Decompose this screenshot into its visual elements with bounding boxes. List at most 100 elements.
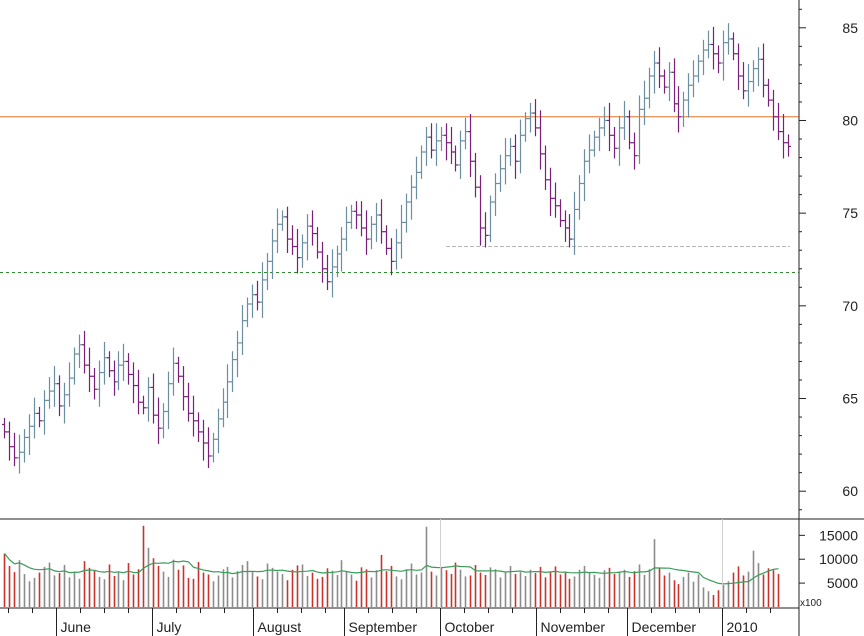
ohlc-bar [483,212,488,248]
ohlc-bar [394,228,399,270]
ohlc-bar [424,126,429,166]
ohlc-bar [553,182,558,218]
ohlc-bar [320,241,325,283]
ohlc-bar [691,60,696,98]
ohlc-bar [523,112,528,142]
month-label: December [632,619,697,635]
ohlc-bar [57,375,62,417]
ohlc-bar [711,26,716,70]
ohlc-bar [453,145,458,172]
ohlc-bar [290,225,295,255]
ohlc-bar [533,99,538,137]
ohlc-bar [17,434,22,474]
ohlc-bar [642,80,647,126]
ohlc-bar [444,123,449,161]
ohlc-bar [384,225,389,255]
ohlc-bar [156,397,161,444]
ohlc-bar [389,238,394,276]
ohlc-bar [339,227,344,272]
ohlc-bar [488,195,493,242]
volume-tick-label: 5000 [827,575,858,591]
ohlc-bar [216,408,221,454]
ohlc-bar [52,366,57,407]
ohlc-bar [369,215,374,250]
ohlc-bar [567,214,572,248]
ohlc-bar [617,115,622,166]
volume-tick-label: 10000 [819,551,858,567]
ohlc-bar [637,95,642,165]
ohlc-bar [508,138,513,166]
price-tick-label: 75 [842,205,858,221]
ohlc-bar [498,154,503,192]
ohlc-bar [240,304,245,355]
ohlc-bar [776,102,781,140]
ohlc-bar [558,199,563,228]
ohlc-bar [414,156,419,200]
ohlc-bar [766,78,771,107]
ohlc-bar [493,173,498,216]
ohlc-bar [121,343,126,381]
ohlc-bar [186,382,191,422]
ohlc-bar [746,63,751,107]
ohlc-bar [587,134,592,174]
ohlc-bar [206,427,211,469]
ohlc-bar [364,210,369,255]
ohlc-bar [67,362,72,407]
ohlc-bar [82,330,87,374]
price-tick-label: 80 [842,112,858,128]
volume-average-line [4,553,779,585]
ohlc-bar [731,32,736,61]
ohlc-bar [538,110,543,170]
ohlc-bar [97,360,102,407]
ohlc-bar [300,234,305,268]
ohlc-bar [136,369,141,415]
ohlc-bar [478,175,483,246]
ohlc-bar [473,152,478,198]
ohlc-bar [12,432,17,467]
month-label: June [61,619,92,635]
ohlc-bar [632,132,637,170]
ohlc-bar [245,297,250,328]
month-label: October [445,619,495,635]
ohlc-bar [781,113,786,159]
price-tick-label: 65 [842,391,858,407]
volume-tick-label: 15000 [819,527,858,543]
labels: 60 65 70 75 80 85 5000 10000 15000 x100 June July Au… [61,20,859,635]
ohlc-bar [32,397,37,439]
ohlc-bar [265,253,270,291]
ohlc-bar [439,126,444,152]
ohlc-bar [235,330,240,378]
ohlc-bar [379,199,384,244]
ohlc-bar [330,249,335,298]
ohlc-bar [176,356,181,383]
ohlc-bar [736,43,741,90]
month-label: September [349,619,418,635]
ohlc-bar [468,113,473,178]
ohlc-bar [647,67,652,109]
ohlc-bar [572,191,577,255]
ohlc-bar [270,228,275,279]
ohlc-bar [22,429,27,463]
ohlc-bar [701,39,706,76]
ohlc-bar [528,102,533,133]
ohlc-bar [171,347,176,396]
ohlc-bar [211,432,216,463]
ohlc-bar [681,91,686,127]
ohlc-bar [548,167,553,216]
ohlc-bar [786,134,791,157]
ohlc-bar [255,280,260,311]
ohlc-bar [404,193,409,233]
price-panel [0,23,799,474]
ohlc-bar [597,117,602,152]
ohlc-bar [622,101,627,140]
ohlc-bar [37,406,42,428]
ohlc-bar [761,43,766,98]
ohlc-bar [47,377,52,409]
ohlc-bar [582,149,587,202]
ohlc-bar [201,419,206,461]
ohlc-bar [27,414,32,456]
ohlc-bar [399,204,404,259]
ohlc-bar [151,373,156,424]
